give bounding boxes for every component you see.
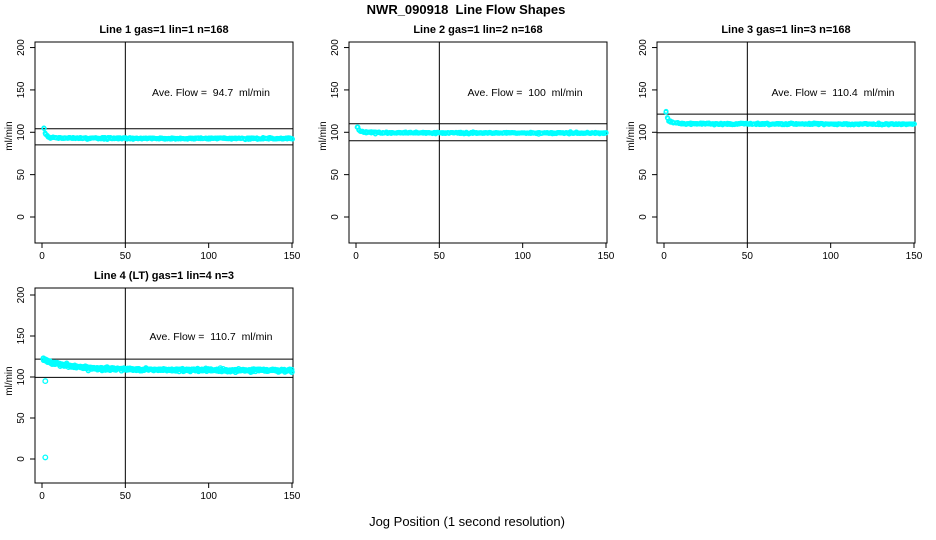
panel-2-plot: 0 50 100 150 0 50 100 150 200	[330, 39, 615, 262]
x-tick-label: 50	[434, 251, 446, 262]
panel-1-y-axis-label: ml/min	[4, 121, 15, 151]
x-tick-label: 100	[200, 251, 217, 262]
data-point	[130, 367, 136, 374]
panel-1-ave-flow-annotation: Ave. Flow = 94.7 ml/min	[152, 87, 270, 99]
panel-3-ave-flow-annotation: Ave. Flow = 110.4 ml/min	[771, 87, 895, 99]
x-tick-label: 50	[120, 251, 132, 262]
outlier-data-point	[42, 378, 49, 385]
data-point	[471, 130, 477, 136]
x-tick-label: 150	[906, 251, 923, 262]
data-point	[288, 366, 295, 373]
panel-3-title: Line 3 gas=1 lin=3 n=168	[721, 24, 851, 36]
y-tick-label: 100	[16, 124, 27, 141]
data-point	[663, 109, 669, 115]
panel-1-plot: 0 50 100 150 0 50 100 150 200	[16, 39, 301, 262]
y-tick-label: 150	[330, 81, 341, 98]
y-tick-label: 200	[638, 39, 649, 56]
x-tick-label: 0	[353, 251, 359, 262]
y-tick-label: 200	[16, 39, 27, 56]
data-point	[448, 130, 454, 136]
panel-3-y-axis-label: ml/min	[626, 121, 637, 151]
y-tick-label: 150	[16, 327, 27, 344]
y-tick-label: 0	[638, 214, 649, 220]
panel-4-plot: 0 50 100 150 0 50 100 150 200	[16, 286, 301, 502]
data-point	[603, 130, 609, 136]
panel-4-ave-flow-annotation: Ave. Flow = 110.7 ml/min	[149, 331, 273, 343]
y-tick-label: 200	[330, 39, 341, 56]
y-tick-label: 0	[16, 214, 27, 220]
y-tick-label: 50	[638, 169, 649, 181]
panel-2-y-axis-label: ml/min	[318, 121, 329, 151]
data-point	[571, 130, 577, 137]
data-point	[152, 135, 158, 142]
data-point	[909, 121, 915, 127]
y-tick-label: 150	[638, 81, 649, 98]
data-point	[42, 357, 48, 364]
x-tick-label: 150	[284, 491, 301, 502]
data-point	[911, 121, 917, 127]
y-tick-label: 50	[16, 412, 27, 424]
y-tick-label: 0	[16, 456, 27, 462]
panel-3-data-points	[663, 108, 917, 128]
x-tick-label: 150	[284, 251, 301, 262]
panel-2-box	[348, 41, 608, 244]
data-point	[799, 121, 805, 127]
panel-2-title: Line 2 gas=1 lin=2 n=168	[413, 24, 543, 36]
y-tick-label: 0	[330, 214, 341, 220]
outlier-data-point	[42, 454, 49, 461]
x-tick-label: 50	[742, 251, 754, 262]
x-tick-label: 100	[822, 251, 839, 262]
y-tick-label: 100	[638, 124, 649, 141]
panel-3-plot: 0 50 100 150 0 50 100 150 200	[638, 39, 923, 262]
data-point	[41, 126, 47, 132]
x-tick-label: 0	[39, 251, 45, 262]
panel-2-ave-flow-annotation: Ave. Flow = 100 ml/min	[467, 87, 583, 99]
data-point	[867, 121, 873, 127]
panel-4-y-axis-label: ml/min	[4, 366, 15, 396]
data-point	[676, 120, 682, 126]
panel-4-data-points	[40, 355, 295, 461]
data-point	[601, 130, 607, 136]
data-point	[78, 364, 85, 370]
y-tick-label: 50	[330, 169, 341, 181]
x-tick-label: 50	[120, 491, 132, 502]
data-point	[115, 366, 122, 372]
y-tick-label: 100	[16, 368, 27, 385]
data-point	[592, 129, 599, 135]
x-tick-label: 150	[598, 251, 615, 262]
panel-1-data-points	[41, 125, 295, 143]
y-tick-label: 100	[330, 124, 341, 141]
panel-3-box	[656, 41, 916, 244]
data-point	[45, 358, 52, 365]
panel-4-title: Line 4 (LT) gas=1 lin=4 n=3	[93, 270, 235, 282]
y-tick-label: 50	[16, 169, 27, 181]
x-axis-label: Jog Position (1 second resolution)	[369, 514, 565, 529]
data-point	[289, 136, 295, 142]
data-point	[507, 130, 513, 136]
x-tick-label: 0	[39, 491, 45, 502]
main-title: NWR_090918 Line Flow Shapes	[366, 2, 566, 17]
x-tick-label: 100	[514, 251, 531, 262]
data-point	[426, 130, 432, 136]
panel-2-data-points	[354, 124, 609, 137]
panel-1-box	[34, 41, 294, 244]
y-tick-label: 150	[16, 81, 27, 98]
panel-4-box	[34, 287, 294, 484]
data-point	[286, 366, 293, 373]
data-point	[688, 120, 694, 126]
y-tick-label: 200	[16, 286, 27, 303]
x-tick-label: 100	[200, 491, 217, 502]
panel-1-title: Line 1 gas=1 lin=1 n=168	[99, 24, 229, 36]
x-tick-label: 0	[661, 251, 667, 262]
